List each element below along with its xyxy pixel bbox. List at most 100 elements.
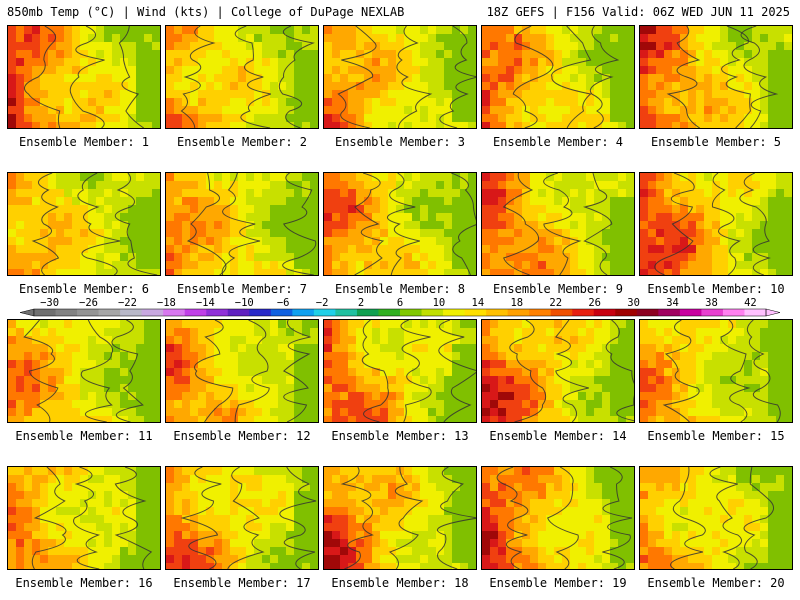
ensemble-panel-3 <box>323 25 477 129</box>
ensemble-member-label: Ensemble Member: 19 <box>489 576 627 590</box>
ensemble-panel-14 <box>481 319 635 423</box>
colorbar-segment <box>249 309 272 316</box>
height-contour <box>227 467 265 569</box>
colorbar-segment <box>184 309 207 316</box>
temperature-field <box>640 467 792 569</box>
colorbar-segment <box>292 309 315 316</box>
ensemble-member-label: Ensemble Member: 13 <box>331 429 469 443</box>
colorbar-tick-label: −6 <box>277 298 290 309</box>
ensemble-panel-12 <box>165 319 319 423</box>
height-contour <box>451 173 476 275</box>
temperature-field <box>166 173 318 275</box>
colorbar-tick-label: 2 <box>358 298 364 309</box>
height-contour <box>554 320 589 422</box>
height-contour <box>283 320 311 422</box>
temperature-field <box>8 467 160 569</box>
colorbar-tick-label: −10 <box>235 298 254 309</box>
height-contour <box>180 467 222 569</box>
height-contour <box>180 26 216 128</box>
height-contour <box>605 320 634 422</box>
colorbar-segment <box>55 309 78 316</box>
ensemble-panel-4 <box>481 25 635 129</box>
ensemble-panel-13 <box>323 319 477 423</box>
colorbar-segment <box>701 309 724 316</box>
ensemble-member-label: Ensemble Member: 7 <box>176 282 308 296</box>
colorbar-segment <box>507 309 530 316</box>
ensemble-member-label: Ensemble Member: 4 <box>492 135 624 149</box>
height-contour <box>194 320 234 422</box>
height-contour <box>23 26 61 128</box>
colorbar-segment <box>572 309 595 316</box>
colorbar-segment <box>464 309 487 316</box>
height-contour <box>602 467 633 569</box>
colorbar-tick-label: 34 <box>666 298 679 309</box>
ensemble-panel-17 <box>165 466 319 570</box>
height-contour <box>221 173 261 275</box>
colorbar-segment <box>486 309 509 316</box>
colorbar-tick-label: 14 <box>472 298 485 309</box>
ensemble-member-label: Ensemble Member: 10 <box>647 282 785 296</box>
temperature-field <box>8 173 160 275</box>
height-contour <box>437 467 476 569</box>
ensemble-member-label: Ensemble Member: 15 <box>647 429 785 443</box>
colorbar-segment <box>77 309 100 316</box>
colorbar-right-arrow <box>765 308 781 317</box>
temperature-field <box>482 26 634 128</box>
ensemble-panel-20 <box>639 466 793 570</box>
height-contour <box>354 173 385 275</box>
height-contour <box>278 26 315 128</box>
colorbar-tick-label: 6 <box>397 298 403 309</box>
height-contour <box>111 320 144 422</box>
height-contour <box>512 26 554 128</box>
ensemble-panel-18 <box>323 466 477 570</box>
temperature-field <box>166 467 318 569</box>
height-contour <box>670 467 706 569</box>
ensemble-panel-8 <box>323 172 477 276</box>
height-contour <box>662 320 700 422</box>
temperature-field <box>640 320 792 422</box>
colorbar-segment <box>141 309 164 316</box>
height-contour <box>502 173 539 275</box>
ensemble-member-label: Ensemble Member: 16 <box>15 576 153 590</box>
temperature-field <box>482 320 634 422</box>
colorbar-segment <box>615 309 638 316</box>
ensemble-member-label: Ensemble Member: 11 <box>15 429 153 443</box>
colorbar-tick-label: 26 <box>588 298 601 309</box>
temperature-field <box>8 26 160 128</box>
temperature-field <box>324 26 476 128</box>
colorbar-tick-label: −26 <box>79 298 98 309</box>
temperature-field <box>324 173 476 275</box>
ensemble-member-label: Ensemble Member: 12 <box>173 429 311 443</box>
ensemble-panel-1 <box>7 25 161 129</box>
ensemble-panel-5 <box>639 25 793 129</box>
height-contour <box>543 173 582 275</box>
height-contour <box>654 173 695 275</box>
colorbar-segment <box>335 309 358 316</box>
ensemble-member-label: Ensemble Member: 5 <box>650 135 782 149</box>
height-contour <box>496 467 529 569</box>
temperature-field <box>166 26 318 128</box>
ensemble-panel-15 <box>639 319 793 423</box>
ensemble-member-label: Ensemble Member: 14 <box>489 429 627 443</box>
height-contour <box>340 467 374 569</box>
height-contour <box>386 173 420 275</box>
height-contour <box>720 320 751 422</box>
height-contour <box>77 173 121 275</box>
colorbar-tick-label: −2 <box>316 298 329 309</box>
ensemble-panel-6 <box>7 172 161 276</box>
height-contour <box>400 320 432 422</box>
colorbar-tick-label: 18 <box>510 298 523 309</box>
ensemble-member-label: Ensemble Member: 6 <box>18 282 150 296</box>
height-contour <box>439 26 476 128</box>
height-contour <box>31 467 67 569</box>
height-contour <box>388 467 424 569</box>
height-contour <box>547 467 579 569</box>
colorbar-segment <box>593 309 616 316</box>
temperature-field <box>166 320 318 422</box>
colorbar-segment <box>722 309 745 316</box>
colorbar-segment <box>378 309 401 316</box>
ensemble-panel-2 <box>165 25 319 129</box>
height-contour <box>23 320 59 422</box>
temperature-field <box>482 173 634 275</box>
height-contour <box>711 173 741 275</box>
